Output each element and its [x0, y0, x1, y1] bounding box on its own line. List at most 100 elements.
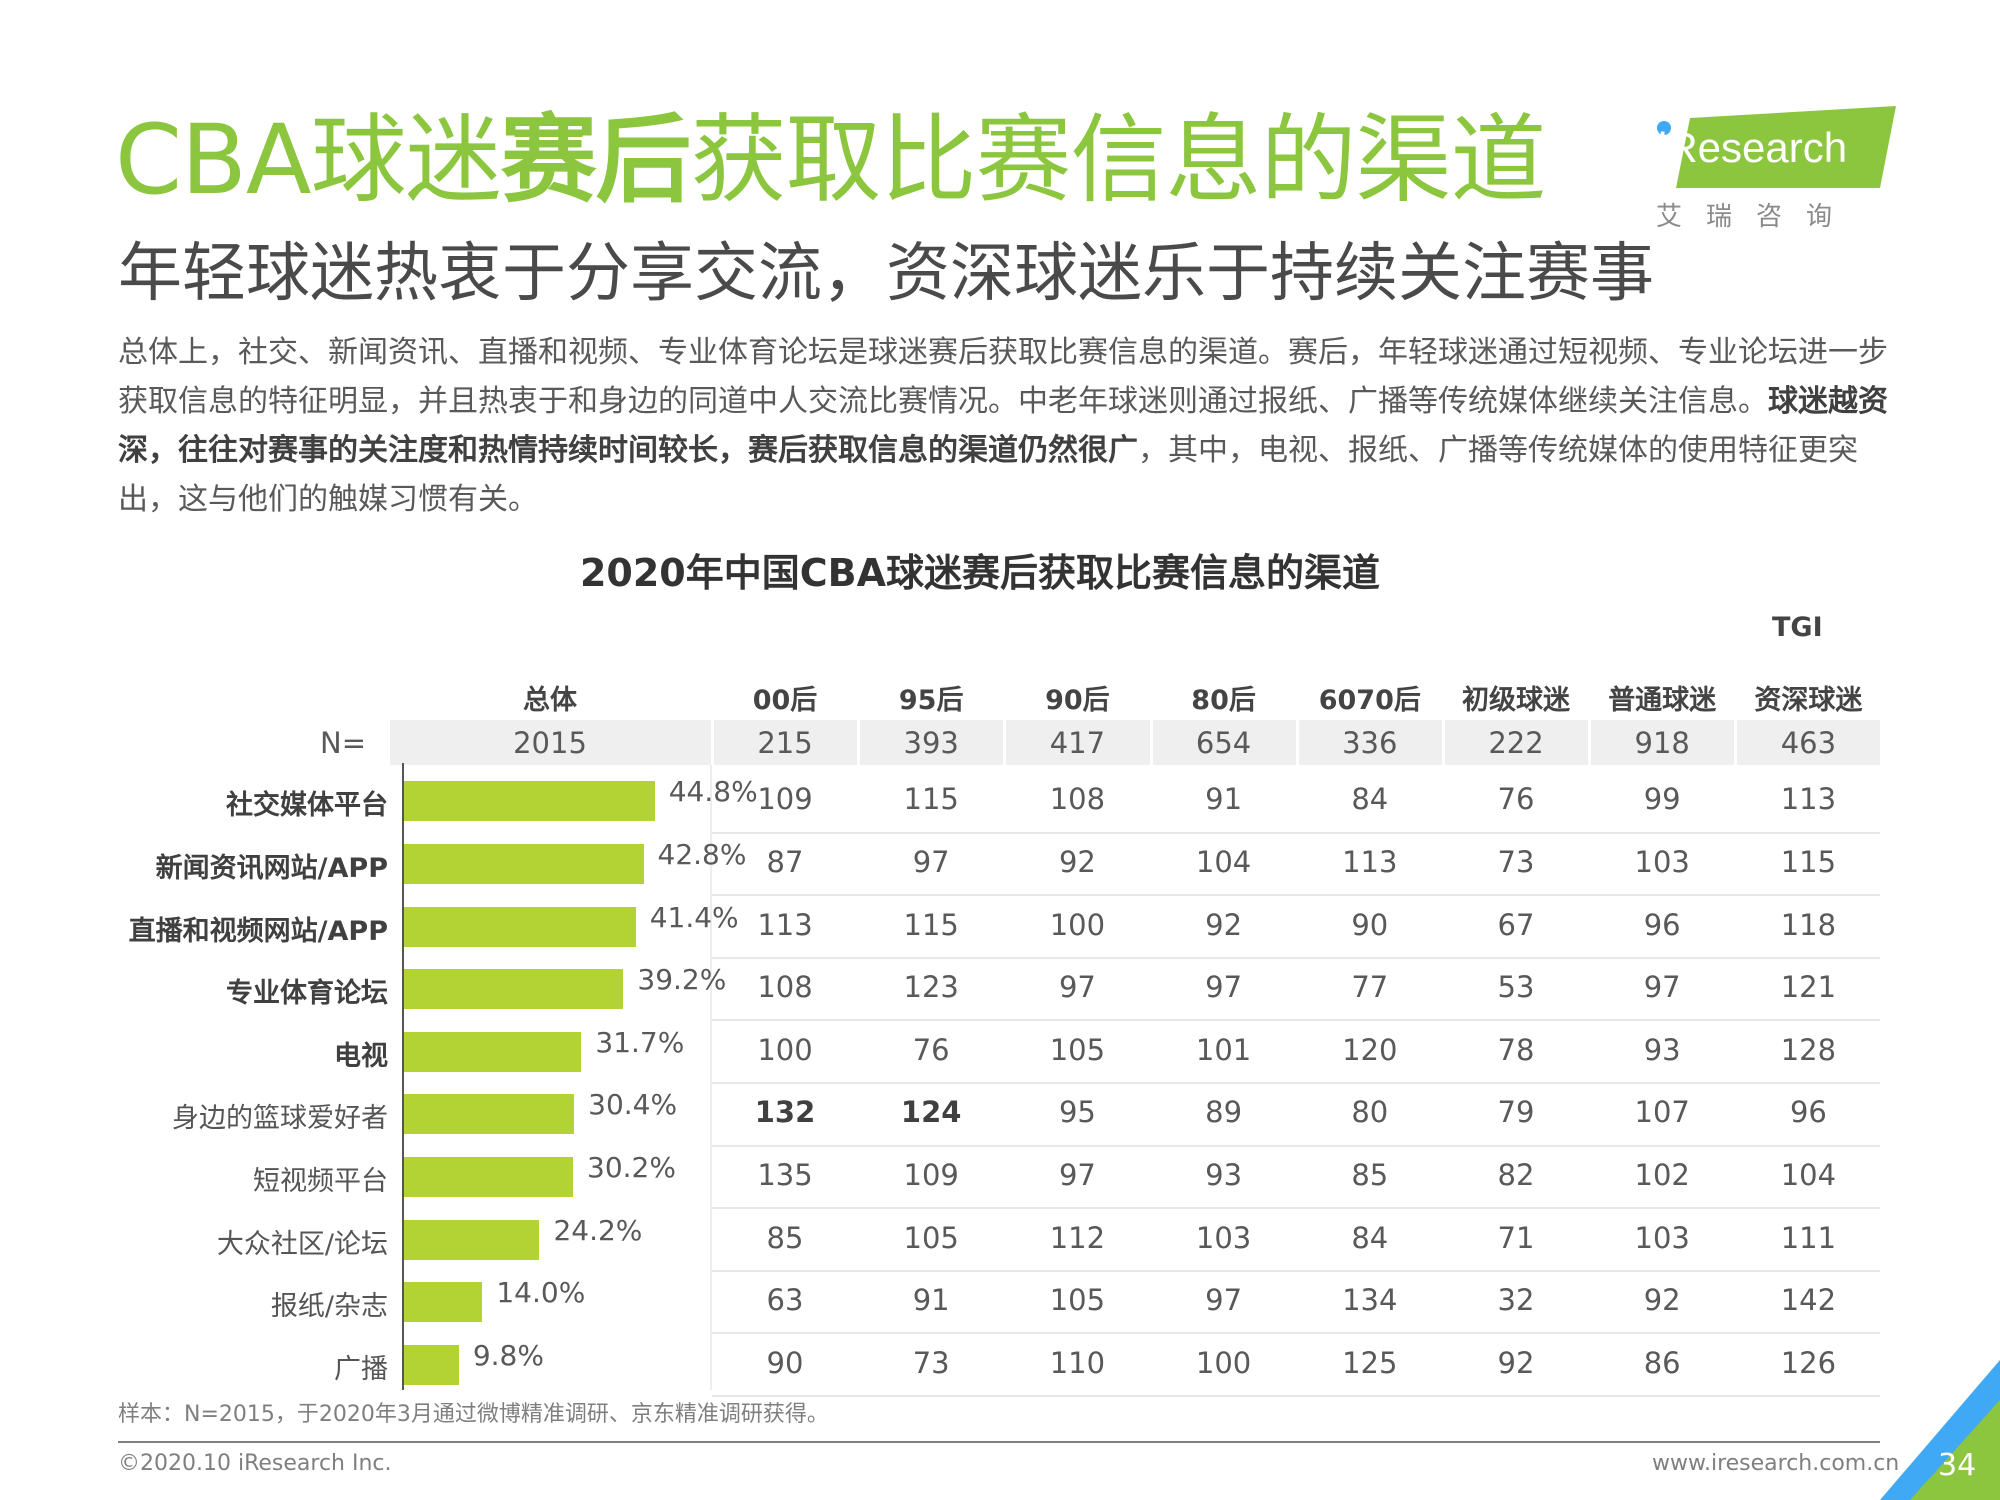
row-divider	[712, 832, 1880, 834]
tgi-cell: 120	[1310, 1033, 1430, 1067]
bar-value-label: 9.8%	[473, 1339, 544, 1372]
chart-title: 2020年中国CBA球迷赛后获取比赛信息的渠道	[0, 542, 1960, 597]
tgi-cell: 85	[725, 1221, 845, 1255]
tgi-cell: 80	[1310, 1095, 1430, 1129]
iresearch-logo-icon: iResearch	[1650, 104, 1896, 188]
tgi-cell: 97	[1017, 1158, 1137, 1192]
category-label: 电视	[334, 1034, 388, 1073]
tgi-cell: 108	[725, 970, 845, 1004]
bar	[404, 781, 655, 821]
website-link[interactable]: www.iresearch.com.cn	[1652, 1451, 1899, 1476]
tgi-cell: 79	[1456, 1095, 1576, 1129]
tgi-cell: 102	[1602, 1158, 1722, 1192]
segment-header: 初级球迷	[1446, 678, 1586, 717]
bar	[404, 1345, 459, 1385]
tgi-cell: 105	[1017, 1033, 1137, 1067]
bar	[404, 1157, 573, 1197]
tgi-cell: 82	[1456, 1158, 1576, 1192]
tgi-cell: 96	[1602, 908, 1722, 942]
iresearch-logo: iResearch 艾瑞咨询	[1650, 104, 1906, 228]
overall-header: 总体	[480, 678, 620, 717]
segment-n-value: 463	[1748, 726, 1868, 760]
tgi-cell: 93	[1164, 1158, 1284, 1192]
tgi-cell: 132	[725, 1095, 845, 1129]
tgi-cell: 77	[1310, 970, 1430, 1004]
tgi-cell: 113	[1310, 845, 1430, 879]
segment-header: 普通球迷	[1592, 678, 1732, 717]
tgi-cell: 97	[1164, 1283, 1284, 1317]
title-part-1: CBA球迷	[115, 104, 501, 216]
category-label: 短视频平台	[253, 1159, 388, 1198]
tgi-cell: 73	[871, 1346, 991, 1380]
tgi-cell: 118	[1748, 908, 1868, 942]
tgi-cell: 126	[1748, 1346, 1868, 1380]
category-label: 大众社区/论坛	[217, 1222, 388, 1261]
bar-value-label: 31.7%	[595, 1026, 684, 1059]
row-divider	[712, 1207, 1880, 1209]
bar	[404, 1220, 539, 1260]
tgi-cell: 90	[1310, 908, 1430, 942]
sample-note: 样本：N=2015，于2020年3月通过微博精准调研、京东精准调研获得。	[118, 1396, 829, 1428]
tgi-cell: 109	[871, 1158, 991, 1192]
logo-brand-text: iResearch	[1658, 124, 1847, 171]
category-label: 身边的篮球爱好者	[172, 1096, 388, 1135]
tgi-cell: 90	[725, 1346, 845, 1380]
n-label: N=	[320, 726, 366, 760]
tgi-cell: 105	[871, 1221, 991, 1255]
tgi-cell: 104	[1164, 845, 1284, 879]
segment-n-value: 222	[1456, 726, 1576, 760]
tgi-cell: 73	[1456, 845, 1576, 879]
body-paragraph: 总体上，社交、新闻资讯、直播和视频、专业体育论坛是球迷赛后获取比赛信息的渠道。赛…	[118, 328, 1888, 524]
tgi-cell: 93	[1602, 1033, 1722, 1067]
row-divider	[712, 1019, 1880, 1021]
category-label: 报纸/杂志	[271, 1284, 388, 1323]
overall-n-value: 2015	[490, 726, 610, 760]
row-divider	[712, 1270, 1880, 1272]
bar	[404, 1094, 574, 1134]
tgi-cell: 110	[1017, 1346, 1137, 1380]
category-label: 社交媒体平台	[226, 783, 388, 822]
tgi-cell: 125	[1310, 1346, 1430, 1380]
tgi-cell: 92	[1456, 1346, 1576, 1380]
copyright: ©2020.10 iResearch Inc.	[118, 1451, 392, 1476]
segment-header: 90后	[1007, 678, 1147, 717]
tgi-cell: 103	[1602, 1221, 1722, 1255]
segment-header: 00后	[715, 678, 855, 717]
row-divider	[712, 1082, 1880, 1084]
tgi-cell: 97	[1164, 970, 1284, 1004]
segment-n-value: 417	[1017, 726, 1137, 760]
category-label: 直播和视频网站/APP	[129, 909, 388, 948]
n-band-separator	[711, 720, 714, 765]
tgi-cell: 107	[1602, 1095, 1722, 1129]
tgi-cell: 85	[1310, 1158, 1430, 1192]
tgi-cell: 86	[1602, 1346, 1722, 1380]
category-label: 新闻资讯网站/APP	[156, 846, 388, 885]
segment-n-value: 654	[1164, 726, 1284, 760]
tgi-cell: 92	[1602, 1283, 1722, 1317]
bar-value-label: 24.2%	[553, 1214, 642, 1247]
bar	[404, 907, 636, 947]
tgi-cell: 84	[1310, 782, 1430, 816]
tgi-cell: 87	[725, 845, 845, 879]
body-text-1: 总体上，社交、新闻资讯、直播和视频、专业体育论坛是球迷赛后获取比赛信息的渠道。赛…	[118, 335, 1888, 419]
bar-value-label: 39.2%	[637, 963, 726, 996]
segment-header: 6070后	[1300, 678, 1440, 717]
bar	[404, 969, 623, 1009]
tgi-cell: 123	[871, 970, 991, 1004]
tgi-cell: 113	[1748, 782, 1868, 816]
page-subtitle: 年轻球迷热衷于分享交流，资深球迷乐于持续关注赛事	[118, 238, 1654, 312]
tgi-cell: 84	[1310, 1221, 1430, 1255]
tgi-cell: 92	[1017, 845, 1137, 879]
tgi-cell: 121	[1748, 970, 1868, 1004]
bar	[404, 844, 644, 884]
n-band-separator	[1442, 720, 1445, 765]
bar	[404, 1282, 482, 1322]
n-band-separator	[1734, 720, 1737, 765]
tgi-cell: 53	[1456, 970, 1576, 1004]
row-divider	[712, 957, 1880, 959]
bar-value-label: 30.4%	[588, 1088, 677, 1121]
tgi-cell: 109	[725, 782, 845, 816]
page-title: CBA球迷赛后获取比赛信息的渠道	[115, 108, 1546, 214]
tgi-cell: 112	[1017, 1221, 1137, 1255]
tgi-cell: 92	[1164, 908, 1284, 942]
